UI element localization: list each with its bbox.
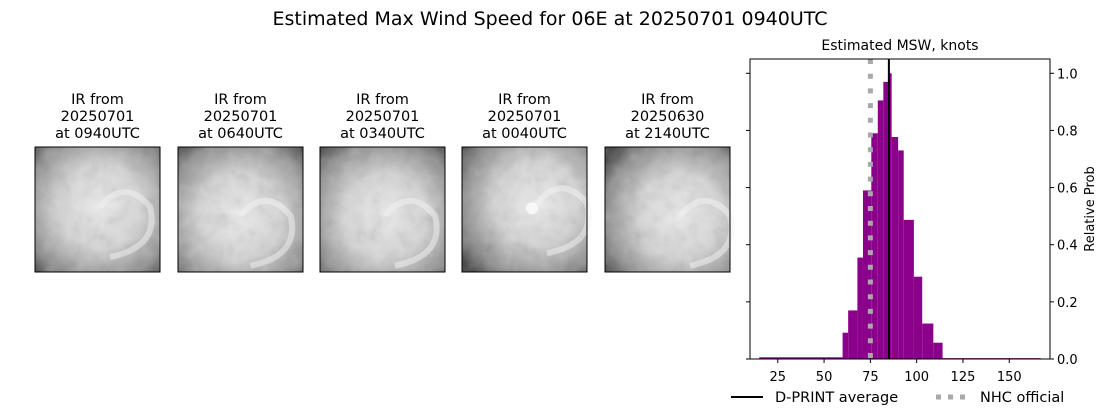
histogram-bar [891,137,899,359]
ticks: 25 50 75 100 125 150 0.0 0.2 0.4 0.6 0.8 1.0 [746,67,1078,385]
ir-panel-label: 20250701 [346,109,420,125]
x-tick-label: 50 [816,370,833,385]
ir-panel-label: IR from [498,92,551,108]
ir-panel-label: IR from [641,92,694,108]
ir-panel-label: 20250701 [488,109,562,125]
legend: D-PRINT average NHC official [731,390,1064,406]
ir-panel-label: 20250630 [631,109,705,125]
histogram-bar [842,332,849,359]
histogram-chart: Estimated MSW, knots 25 50 75 100 125 150 0.0 0… [746,38,1098,385]
y-axis-label: Relative Prob [1083,166,1098,251]
bars [759,59,1041,360]
histogram-bar [871,133,878,359]
histogram-bar [933,342,943,359]
ir-panel-label: IR from [71,92,124,108]
x-tick-label: 100 [904,370,929,385]
x-tick-label: 125 [951,370,976,385]
y-tick-label: 0.4 [1057,239,1078,254]
plot-frame [749,58,1051,360]
y-tick-label: 1.0 [1057,67,1078,82]
histogram-bar [898,150,904,359]
ir-panel-label: at 0640UTC [198,126,283,142]
x-tick-label: 25 [770,370,787,385]
histogram-bar [848,310,858,359]
legend-dprint-label: D-PRINT average [775,390,898,406]
storm-eye [526,202,538,215]
x-tick-label: 150 [997,370,1022,385]
histogram-bar [857,257,863,359]
ir-panel-label: 20250701 [61,109,135,125]
histogram-bar [922,323,934,359]
y-tick-label: 0.6 [1057,182,1078,197]
y-tick-label: 0.0 [1057,353,1078,368]
histogram-bar [877,100,884,359]
histogram-bar [903,219,914,359]
ir-panel-label: at 2140UTC [625,126,710,142]
ir-panel-label: IR from [356,92,409,108]
chart-title: Estimated MSW, knots [821,38,978,54]
ir-panel-label: 20250701 [204,109,278,125]
x-tick-label: 75 [862,370,879,385]
ir-panel-label: at 0040UTC [482,126,567,142]
histogram-bar [913,276,923,359]
y-tick-label: 0.2 [1057,296,1078,311]
histogram-bar [759,357,843,359]
y-tick-label: 0.8 [1057,124,1078,139]
histogram-bar [883,81,888,359]
figure-title: Estimated Max Wind Speed for 06E at 2025… [272,8,827,30]
ir-panel-label: IR from [214,92,267,108]
histogram-bar [862,190,872,359]
ir-panel-label: at 0940UTC [55,126,140,142]
legend-nhc-label: NHC official [980,390,1064,406]
ir-panel-label: at 0340UTC [340,126,425,142]
